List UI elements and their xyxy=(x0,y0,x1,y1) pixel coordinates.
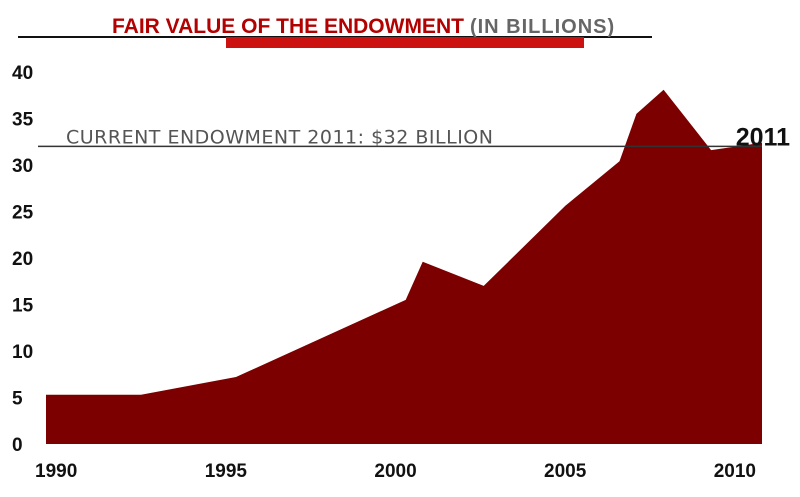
y-tick-label: 15 xyxy=(12,296,34,317)
x-tick-label: 2000 xyxy=(374,461,416,482)
x-tick-label: 2005 xyxy=(544,461,587,482)
chart-title-main: FAIR VALUE OF THE ENDOWMENT xyxy=(112,15,464,38)
endowment-area xyxy=(46,89,762,444)
y-tick-label: 20 xyxy=(12,249,33,270)
y-axis-ticks: 0 5 10 15 20 25 30 35 40 xyxy=(12,63,34,456)
y-tick-label: 30 xyxy=(12,156,33,177)
y-tick-label: 0 xyxy=(12,435,23,456)
chart-title: FAIR VALUE OF THE ENDOWMENT (IN BILLIONS) xyxy=(112,15,615,38)
y-tick-label: 5 xyxy=(12,389,23,410)
chart-title-sub: (IN BILLIONS) xyxy=(470,16,615,38)
x-tick-label: 1990 xyxy=(35,461,77,482)
y-tick-label: 35 xyxy=(12,110,34,131)
end-year-label: 2011 xyxy=(736,123,790,151)
current-endowment-label: CURRENT ENDOWMENT 2011: $32 BILLION xyxy=(66,126,493,148)
y-tick-label: 25 xyxy=(12,203,34,224)
y-tick-label: 40 xyxy=(12,63,33,84)
x-axis-ticks: 1990 1995 2000 2005 2010 xyxy=(35,461,756,482)
y-tick-label: 10 xyxy=(12,342,33,363)
title-underline-bar xyxy=(226,37,584,48)
x-tick-label: 1995 xyxy=(205,461,248,482)
x-tick-label: 2010 xyxy=(714,461,756,482)
